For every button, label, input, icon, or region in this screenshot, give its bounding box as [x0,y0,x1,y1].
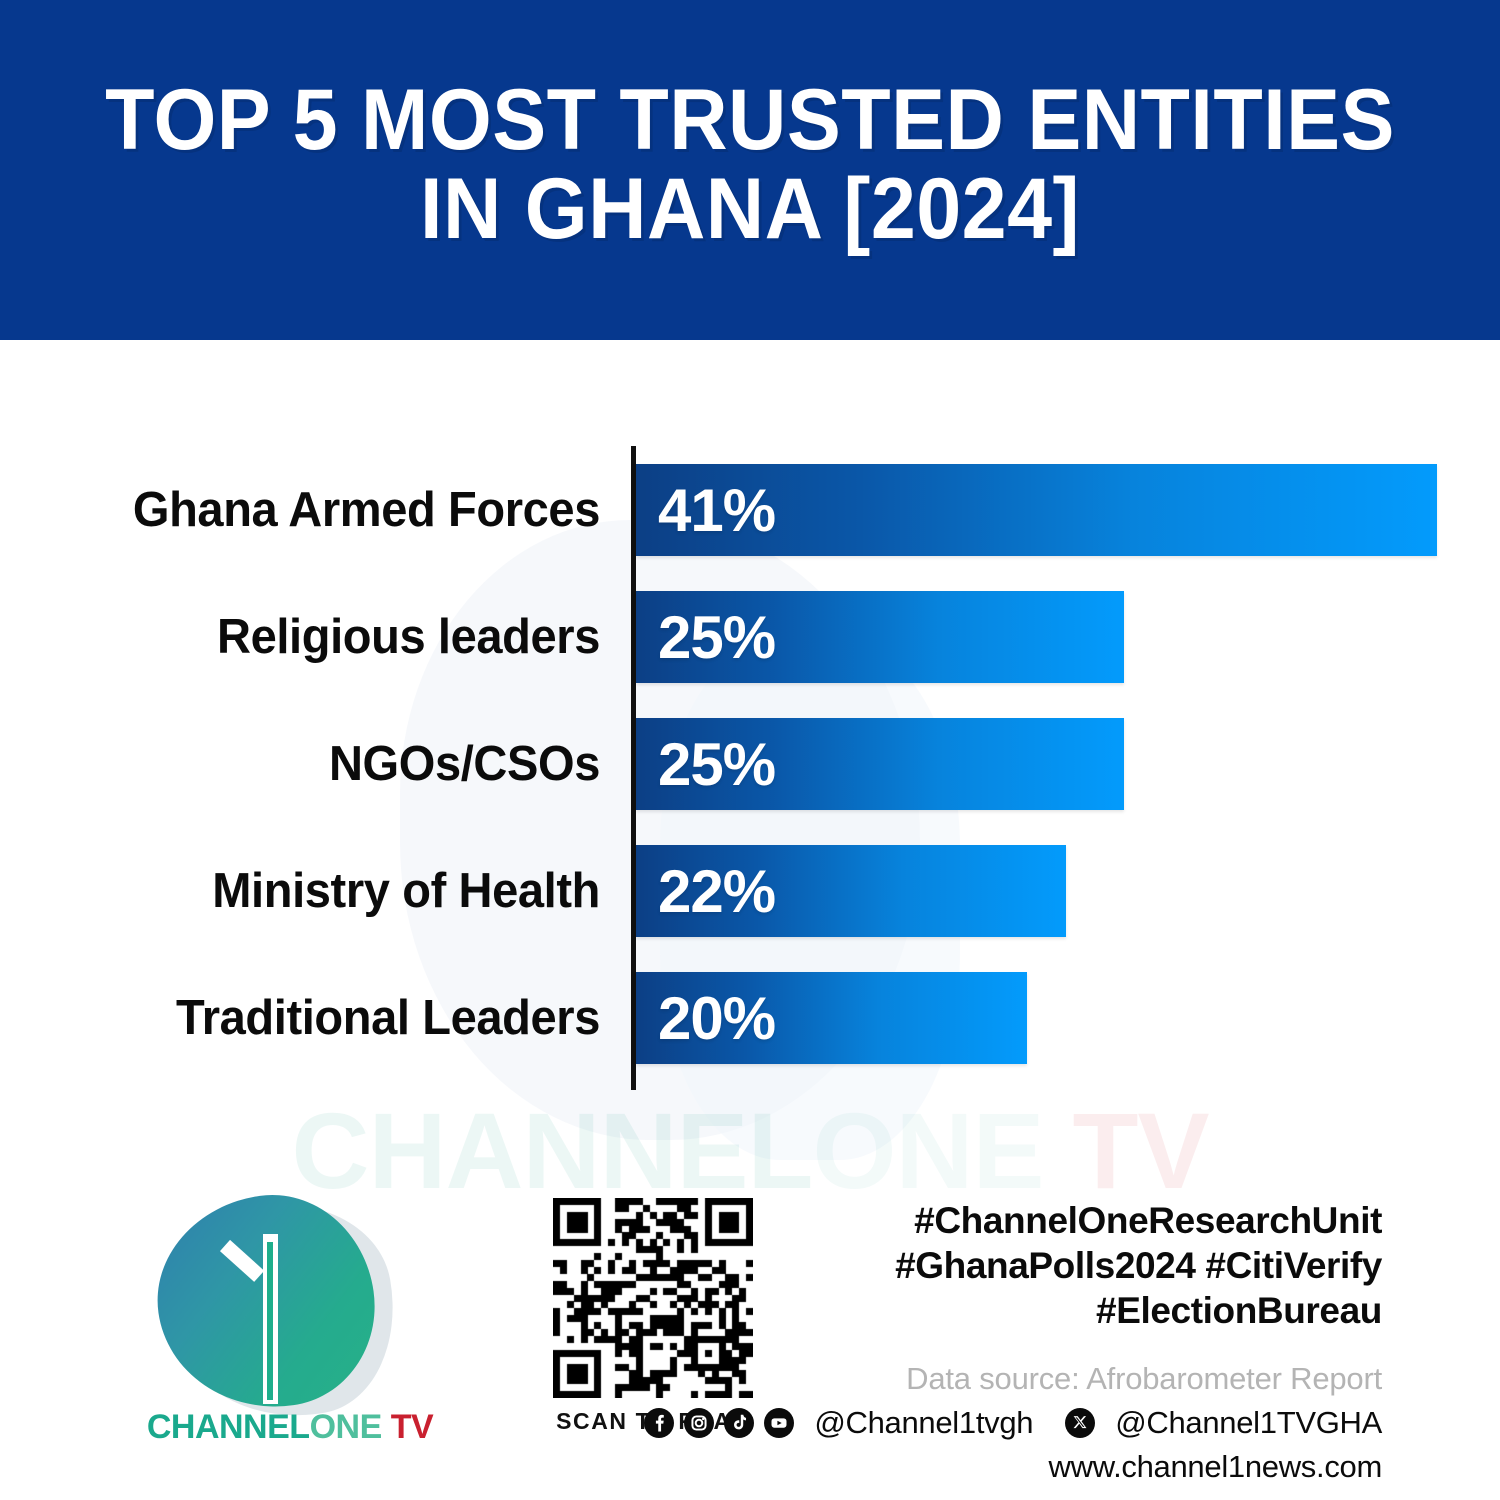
social-handle-x[interactable]: @Channel1TVGHA [1115,1405,1382,1441]
bar-traditional-leaders: 20% [636,972,1027,1064]
bar-religious-leaders: 25% [636,591,1124,683]
facebook-icon[interactable] [644,1408,675,1439]
hashtags: #ChannelOneResearchUnit #GhanaPolls2024 … [895,1200,1382,1332]
chart-row: Religious leaders 25% [0,591,1500,683]
data-source-text: Data source: Afrobarometer Report [906,1361,1382,1397]
category-label: Ministry of Health [212,864,601,918]
qr-code-image[interactable] [553,1198,753,1398]
instagram-icon[interactable] [684,1408,715,1439]
bar-value-label: 20% [658,984,776,1052]
bar-value-label: 25% [658,603,776,671]
logo-text-one: ONE [309,1408,383,1446]
category-label: Traditional Leaders [175,991,600,1045]
channel-one-logo: CHANNELONE TV [130,1182,450,1446]
logo-numeral-one-icon [219,1234,303,1404]
page-title: TOP 5 MOST TRUSTED ENTITIES IN GHANA [20… [105,72,1395,258]
category-label: Ghana Armed Forces [132,483,601,537]
chart-row: NGOs/CSOs 25% [0,718,1500,810]
tiktok-icon[interactable] [724,1408,755,1439]
social-links-row: @Channel1tvgh @Channel1TVGHA [644,1405,1382,1441]
bar-ngos-csos: 25% [636,718,1124,810]
youtube-icon[interactable] [764,1408,795,1439]
qr-code-block[interactable]: SCAN TO READ [548,1198,758,1435]
footer: CHANNELONE TV SCAN TO READ #ChannelOneRe… [0,1180,1500,1500]
chart-axis-line [631,446,636,1090]
logo-text-tv: TV [381,1408,434,1446]
bar-value-label: 22% [658,857,776,925]
bar-ghana-armed-forces: 41% [636,464,1437,556]
social-handle-primary[interactable]: @Channel1tvgh [814,1405,1034,1441]
bar-ministry-of-health: 22% [636,845,1066,937]
header-banner: TOP 5 MOST TRUSTED ENTITIES IN GHANA [20… [0,0,1500,340]
chart-row: Ghana Armed Forces 41% [0,464,1500,556]
bar-chart: Ghana Armed Forces 41% Religious leaders… [0,400,1500,1100]
website-url[interactable]: www.channel1news.com [1048,1449,1383,1485]
footer-info: #ChannelOneResearchUnit #GhanaPolls2024 … [644,1198,1383,1485]
category-label: NGOs/CSOs [328,737,600,791]
bar-value-label: 41% [658,476,776,544]
logo-wordmark: CHANNELONE TV [130,1408,450,1447]
x-twitter-icon[interactable] [1065,1408,1096,1439]
bar-value-label: 25% [658,730,776,798]
category-label: Religious leaders [216,610,600,664]
chart-row: Ministry of Health 22% [0,845,1500,937]
chart-row: Traditional Leaders 20% [0,972,1500,1064]
logo-text-channel: CHANNEL [146,1408,310,1446]
